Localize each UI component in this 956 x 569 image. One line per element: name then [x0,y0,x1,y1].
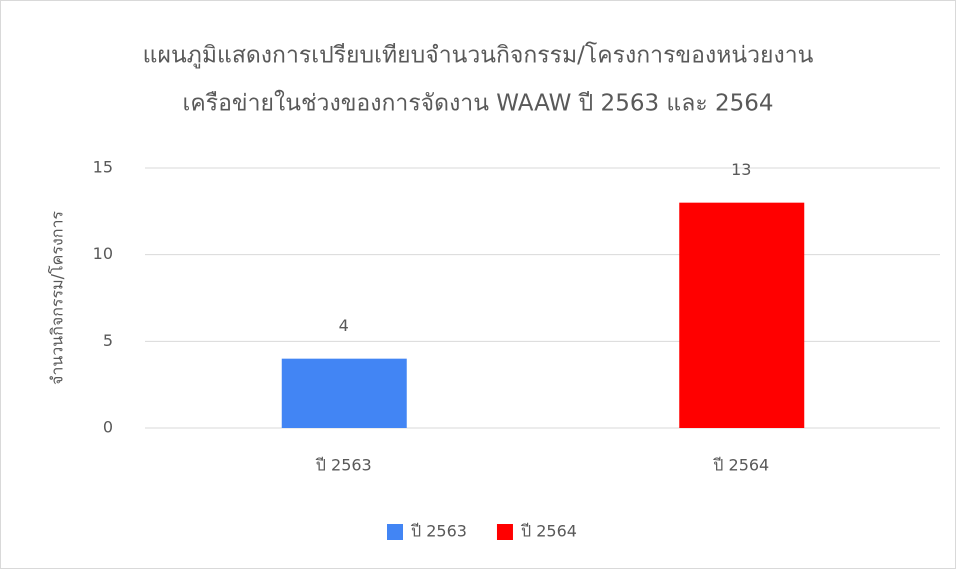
legend-swatch [496,524,513,540]
y-axis-label: จำนวนกิจกรรม/โครงการ [48,211,67,385]
y-tick-label: 15 [93,158,113,177]
chart-title: เครือข่ายในช่วงของการจัดงาน WAAW ปี 2563… [182,90,773,117]
legend-label: ปี 2563 [411,522,467,541]
y-tick-label: 5 [103,331,113,350]
chart-title: แผนภูมิแสดงการเปรียบเทียบจำนวนกิจกรรม/โค… [143,42,814,69]
x-tick-label: ปี 2563 [315,456,371,475]
data-label: 13 [731,160,751,179]
data-label: 4 [339,316,349,335]
y-tick-label: 10 [93,244,113,263]
bar [679,202,805,428]
y-tick-label: 0 [103,418,113,437]
x-tick-label: ปี 2564 [713,456,769,475]
bar [281,358,407,428]
legend-swatch [387,524,403,540]
legend-label: ปี 2564 [521,522,577,541]
